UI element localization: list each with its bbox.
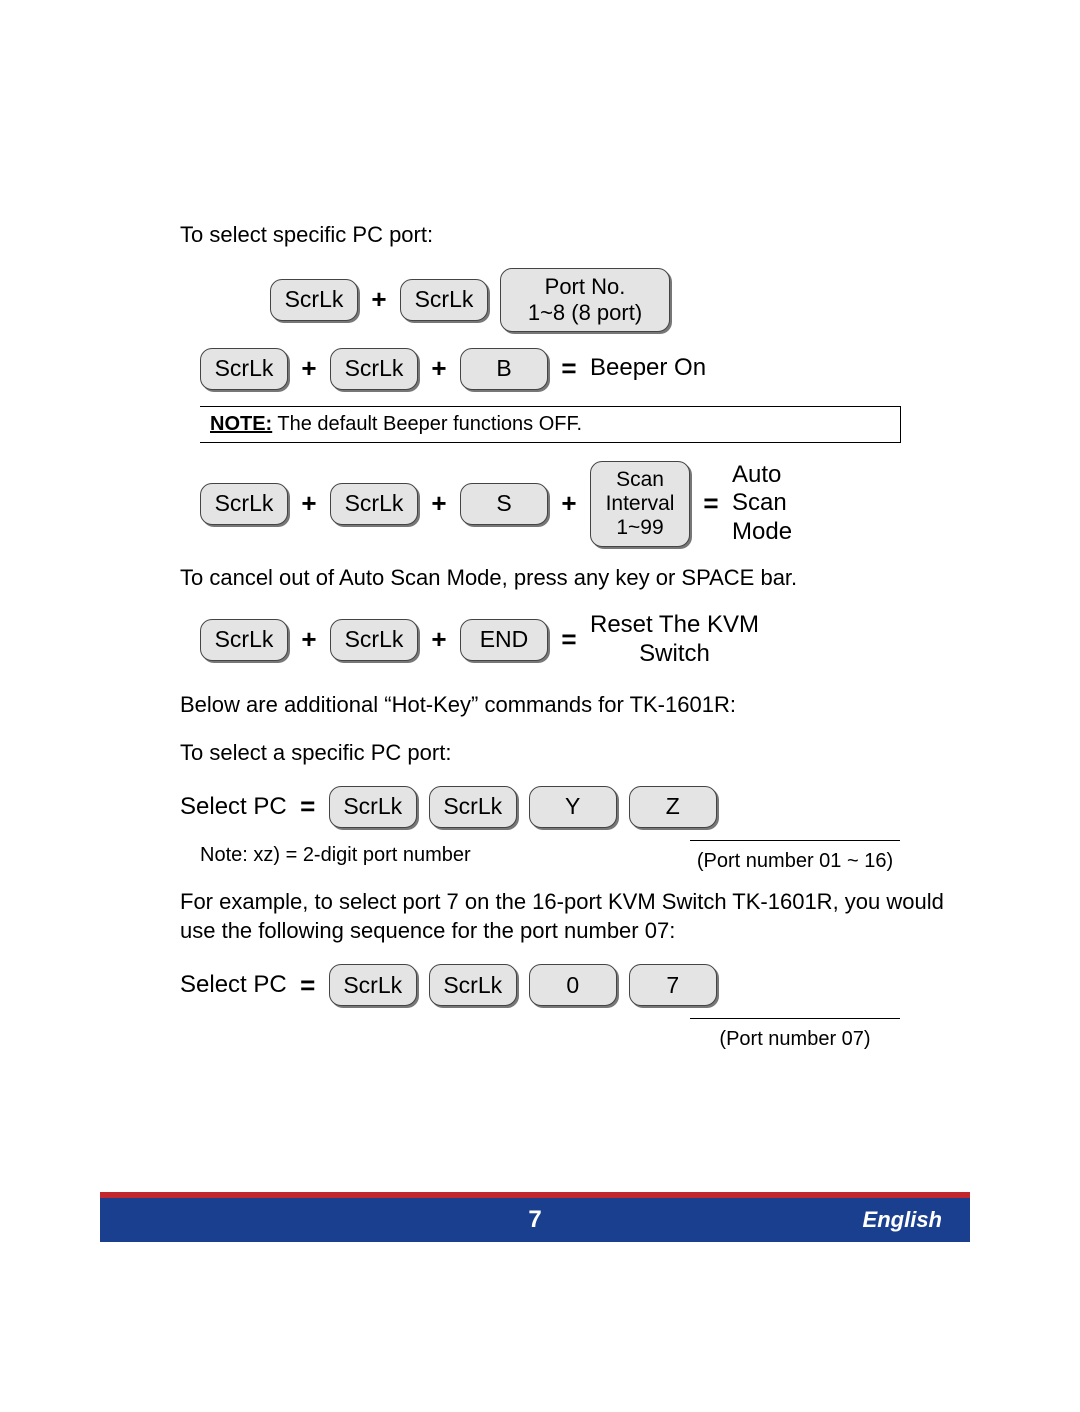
key-line: Interval <box>606 492 675 516</box>
note-port-07: (Port number 07) <box>690 1022 900 1051</box>
plus-op: + <box>300 488 318 519</box>
key-0: 0 <box>529 964 617 1006</box>
key-s: S <box>460 483 548 525</box>
result-line: Scan <box>732 489 792 518</box>
key-b: B <box>460 348 548 390</box>
key-line: 1~8 (8 port) <box>528 300 642 325</box>
key-scrlk: ScrLk <box>329 964 417 1006</box>
key-scrlk: ScrLk <box>429 964 517 1006</box>
result-reset: Reset The KVM Switch <box>590 611 759 669</box>
key-scrlk: ScrLk <box>330 619 418 661</box>
key-scrlk: ScrLk <box>330 348 418 390</box>
plus-op: + <box>300 353 318 384</box>
plus-op: + <box>430 624 448 655</box>
result-line: Mode <box>732 518 792 547</box>
language-label: English <box>863 1207 942 1233</box>
page-footer: 7 English <box>100 1192 970 1242</box>
note-label: NOTE: <box>210 413 272 435</box>
note-row-07: (Port number 07) <box>200 1022 900 1051</box>
note-text: The default Beeper functions OFF. <box>272 413 582 435</box>
key-scrlk: ScrLk <box>429 786 517 828</box>
intro-text-1: To select specific PC port: <box>180 220 970 250</box>
hotkey-row-select-07: Select PC = ScrLk ScrLk 0 7 <box>180 964 970 1006</box>
key-scrlk: ScrLk <box>200 483 288 525</box>
result-beeper: Beeper On <box>590 354 706 383</box>
select-pc-label: Select PC <box>180 971 287 999</box>
intro-text-2: To select a specific PC port: <box>180 738 970 768</box>
hotkey-row-beeper: ScrLk + ScrLk + B = Beeper On <box>200 348 970 390</box>
equals-op: = <box>299 791 317 822</box>
key-scrlk: ScrLk <box>200 619 288 661</box>
equals-op: = <box>299 970 317 1001</box>
additional-text: Below are additional “Hot-Key” commands … <box>180 690 970 720</box>
result-line: Reset The KVM <box>590 611 759 640</box>
key-scrlk: ScrLk <box>200 348 288 390</box>
note-row-yz: Note: xz) = 2-digit port number (Port nu… <box>200 844 900 873</box>
note-xz: Note: xz) = 2-digit port number <box>200 844 471 873</box>
result-autoscan: Auto Scan Mode <box>732 461 792 547</box>
result-line: Auto <box>732 461 792 490</box>
key-end: END <box>460 619 548 661</box>
note-port-range: (Port number 01 ~ 16) <box>690 844 900 873</box>
equals-op: = <box>702 488 720 519</box>
hotkey-row-autoscan: ScrLk + ScrLk + S + Scan Interval 1~99 =… <box>200 461 970 547</box>
hotkey-row-select-yz: Select PC = ScrLk ScrLk Y Z <box>180 786 970 828</box>
key-z: Z <box>629 786 717 828</box>
select-pc-label: Select PC <box>180 793 287 821</box>
key-scan-interval: Scan Interval 1~99 <box>590 461 690 547</box>
plus-op: + <box>430 353 448 384</box>
equals-op: = <box>560 353 578 384</box>
manual-page: To select specific PC port: ScrLk + ScrL… <box>0 0 1080 1412</box>
note-box-beeper: NOTE: The default Beeper functions OFF. <box>200 406 901 443</box>
key-7: 7 <box>629 964 717 1006</box>
plus-op: + <box>430 488 448 519</box>
key-scrlk: ScrLk <box>270 279 358 321</box>
example-text: For example, to select port 7 on the 16-… <box>180 887 970 946</box>
plus-op: + <box>560 488 578 519</box>
plus-op: + <box>300 624 318 655</box>
plus-op: + <box>370 284 388 315</box>
hotkey-row-port: ScrLk + ScrLk Port No. 1~8 (8 port) <box>270 268 970 332</box>
result-line: Switch <box>590 640 759 669</box>
key-scrlk: ScrLk <box>400 279 488 321</box>
key-y: Y <box>529 786 617 828</box>
hotkey-row-reset: ScrLk + ScrLk + END = Reset The KVM Swit… <box>200 611 970 669</box>
equals-op: = <box>560 624 578 655</box>
key-port-number: Port No. 1~8 (8 port) <box>500 268 670 332</box>
key-scrlk: ScrLk <box>329 786 417 828</box>
cancel-text: To cancel out of Auto Scan Mode, press a… <box>180 563 970 593</box>
key-line: 1~99 <box>616 516 663 540</box>
key-line: Port No. <box>545 274 626 299</box>
key-scrlk: ScrLk <box>330 483 418 525</box>
footer-blue-bar: 7 English <box>100 1198 970 1242</box>
page-number: 7 <box>528 1206 541 1234</box>
key-line: Scan <box>616 468 664 492</box>
